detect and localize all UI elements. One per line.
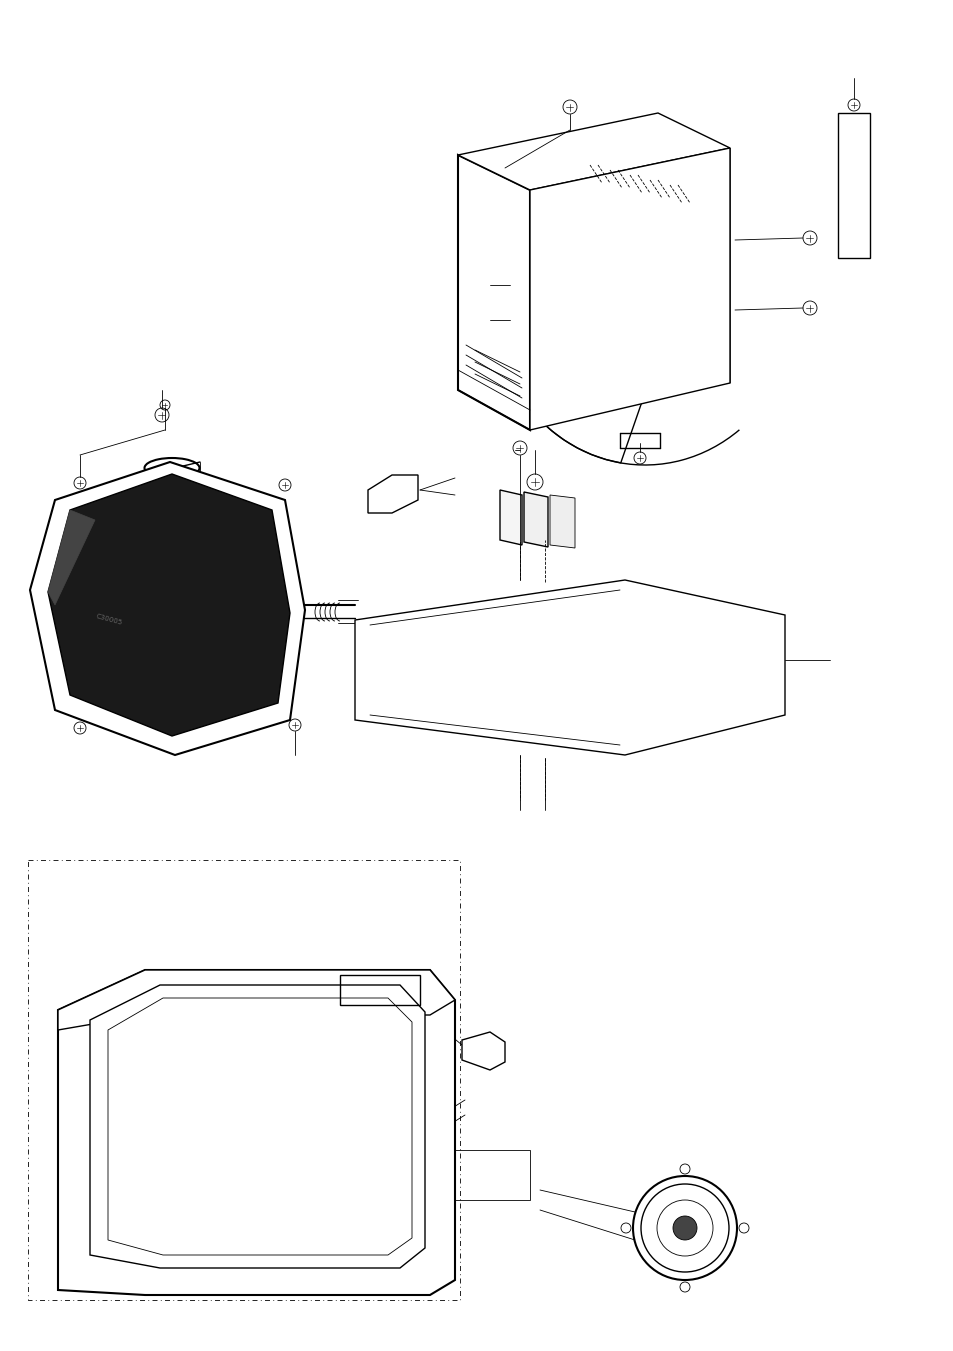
- Polygon shape: [368, 476, 417, 513]
- Polygon shape: [550, 494, 575, 549]
- Polygon shape: [499, 490, 521, 544]
- Polygon shape: [48, 474, 290, 736]
- Polygon shape: [523, 492, 547, 547]
- Polygon shape: [541, 634, 561, 667]
- Polygon shape: [90, 985, 424, 1269]
- Polygon shape: [499, 632, 539, 665]
- Polygon shape: [457, 155, 530, 430]
- Polygon shape: [48, 509, 95, 605]
- Polygon shape: [563, 638, 598, 667]
- Polygon shape: [461, 1032, 504, 1070]
- Polygon shape: [530, 149, 729, 430]
- Text: C30005: C30005: [95, 613, 123, 627]
- Polygon shape: [58, 970, 455, 1029]
- Polygon shape: [457, 113, 729, 190]
- Polygon shape: [58, 970, 455, 1296]
- Polygon shape: [30, 462, 305, 755]
- Polygon shape: [361, 661, 395, 700]
- Circle shape: [672, 1216, 697, 1240]
- Polygon shape: [490, 127, 729, 463]
- Polygon shape: [355, 580, 784, 755]
